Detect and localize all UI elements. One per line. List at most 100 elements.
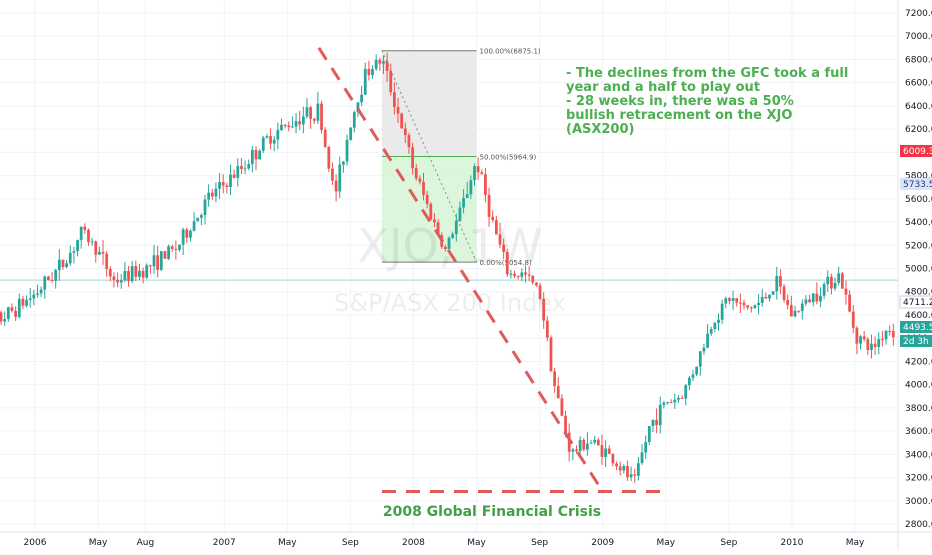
- candle-body: [305, 107, 309, 117]
- candle-body: [891, 330, 895, 338]
- candle-body: [527, 274, 531, 276]
- candle-body: [706, 333, 709, 348]
- candle-body: [3, 319, 7, 322]
- candle-body: [768, 294, 771, 299]
- candle-body: [225, 185, 229, 187]
- candle-body: [331, 168, 334, 181]
- candle-body: [54, 269, 58, 281]
- candle-body: [658, 404, 662, 426]
- candle-body: [640, 452, 644, 464]
- drawings[interactable]: [317, 47, 666, 493]
- candle-body: [433, 219, 436, 223]
- candle-body: [247, 164, 251, 169]
- candle-body: [261, 137, 265, 151]
- candle-body: [61, 259, 65, 268]
- candle-body: [47, 276, 50, 281]
- candle-body: [189, 230, 192, 238]
- candle-body: [156, 255, 160, 270]
- candle-body: [87, 229, 90, 243]
- candle-body: [793, 310, 797, 317]
- candle-body: [833, 282, 837, 289]
- y-tick-label-14: 5600.0: [905, 195, 932, 205]
- candle-body: [622, 465, 626, 471]
- fib-upper-zone: [381, 50, 477, 157]
- candle-body: [309, 107, 312, 119]
- candle-body: [760, 297, 764, 303]
- price-tag-0: 6009.3: [903, 147, 932, 157]
- candle-body: [98, 251, 101, 255]
- candle-body: [535, 282, 538, 286]
- candle-body: [709, 329, 713, 334]
- candle-body: [32, 294, 36, 299]
- candle-body: [382, 61, 385, 64]
- candle-body: [236, 166, 240, 178]
- price-tag-4: 2d 3h: [903, 337, 929, 347]
- candle-body: [636, 463, 640, 476]
- candle-body: [72, 251, 76, 253]
- candle-body: [458, 207, 462, 221]
- candle-body: [229, 174, 232, 187]
- candle-body: [465, 194, 469, 198]
- candle-body: [10, 307, 14, 311]
- candle-body: [844, 288, 848, 295]
- candle-body: [141, 270, 145, 278]
- candle-body: [39, 289, 43, 294]
- candle-body: [873, 343, 877, 347]
- x-tick-label-11: Sep: [720, 538, 737, 548]
- candle-body: [250, 149, 254, 165]
- y-tick-label-3: 3400.0: [905, 450, 932, 460]
- x-tick-label-7: May: [467, 538, 486, 548]
- candle-body: [553, 371, 557, 387]
- candle-body: [615, 463, 618, 467]
- candle-body: [669, 402, 673, 404]
- candle-body: [779, 276, 782, 287]
- candle-body: [713, 322, 717, 330]
- candle-body: [232, 174, 236, 178]
- candle-body: [138, 270, 141, 277]
- candle-body: [378, 59, 382, 64]
- candle-body: [586, 443, 589, 450]
- decline-trend-line[interactable]: [317, 47, 604, 493]
- candle-body: [498, 234, 502, 245]
- candle-body: [855, 327, 859, 344]
- candle-body: [291, 126, 294, 128]
- candle-body: [199, 215, 203, 218]
- candle-body: [425, 194, 429, 204]
- candle-body: [101, 251, 105, 254]
- candle-body: [320, 103, 323, 130]
- time-axis[interactable]: 2006 May Aug 2007 May Sep 2008 May Sep 2009 May Sep…: [0, 531, 932, 548]
- candle-body: [815, 293, 819, 302]
- x-tick-label-3: 2007: [213, 538, 236, 548]
- candle-body: [349, 127, 353, 140]
- candle-body: [633, 474, 637, 476]
- candle-body: [6, 307, 10, 320]
- candle-body: [178, 244, 181, 250]
- candle-body: [746, 305, 750, 308]
- candle-body: [596, 439, 600, 446]
- candle-body: [848, 294, 851, 312]
- candle-body: [447, 237, 451, 249]
- candle-body: [691, 374, 695, 378]
- x-tick-label-5: Sep: [342, 538, 359, 548]
- annotation-line-0: - The declines from the GFC took a full: [566, 66, 848, 81]
- x-tick-label-10: May: [656, 538, 675, 548]
- annotation-line-3: bullish retracement on the XJO: [566, 108, 792, 123]
- candle-body: [800, 303, 804, 311]
- price-axis[interactable]: 2800.0 3000.0 3200.0 3400.0 3600.0 3800.0 4000…: [897, 0, 932, 550]
- candle-body: [214, 188, 218, 197]
- candle-body: [673, 399, 677, 403]
- candle-body: [560, 398, 564, 416]
- candle-body: [473, 166, 476, 181]
- candle-body: [531, 275, 535, 283]
- price-tags: 6009.3 5733.5 4711.2 4493.5 2d 3h: [899, 145, 932, 347]
- candle-body: [666, 402, 669, 404]
- candle-body: [735, 298, 739, 303]
- candle-body: [287, 125, 291, 128]
- candle-body: [451, 234, 455, 238]
- candle-body: [866, 339, 870, 350]
- candle-body: [298, 121, 302, 125]
- fib-retracement[interactable]: 100.00%(6875.1) 50.00%(5964.9) 0.00%(505…: [381, 48, 541, 267]
- candle-body: [655, 419, 658, 426]
- candle-body: [323, 129, 327, 147]
- candle-body: [254, 149, 258, 160]
